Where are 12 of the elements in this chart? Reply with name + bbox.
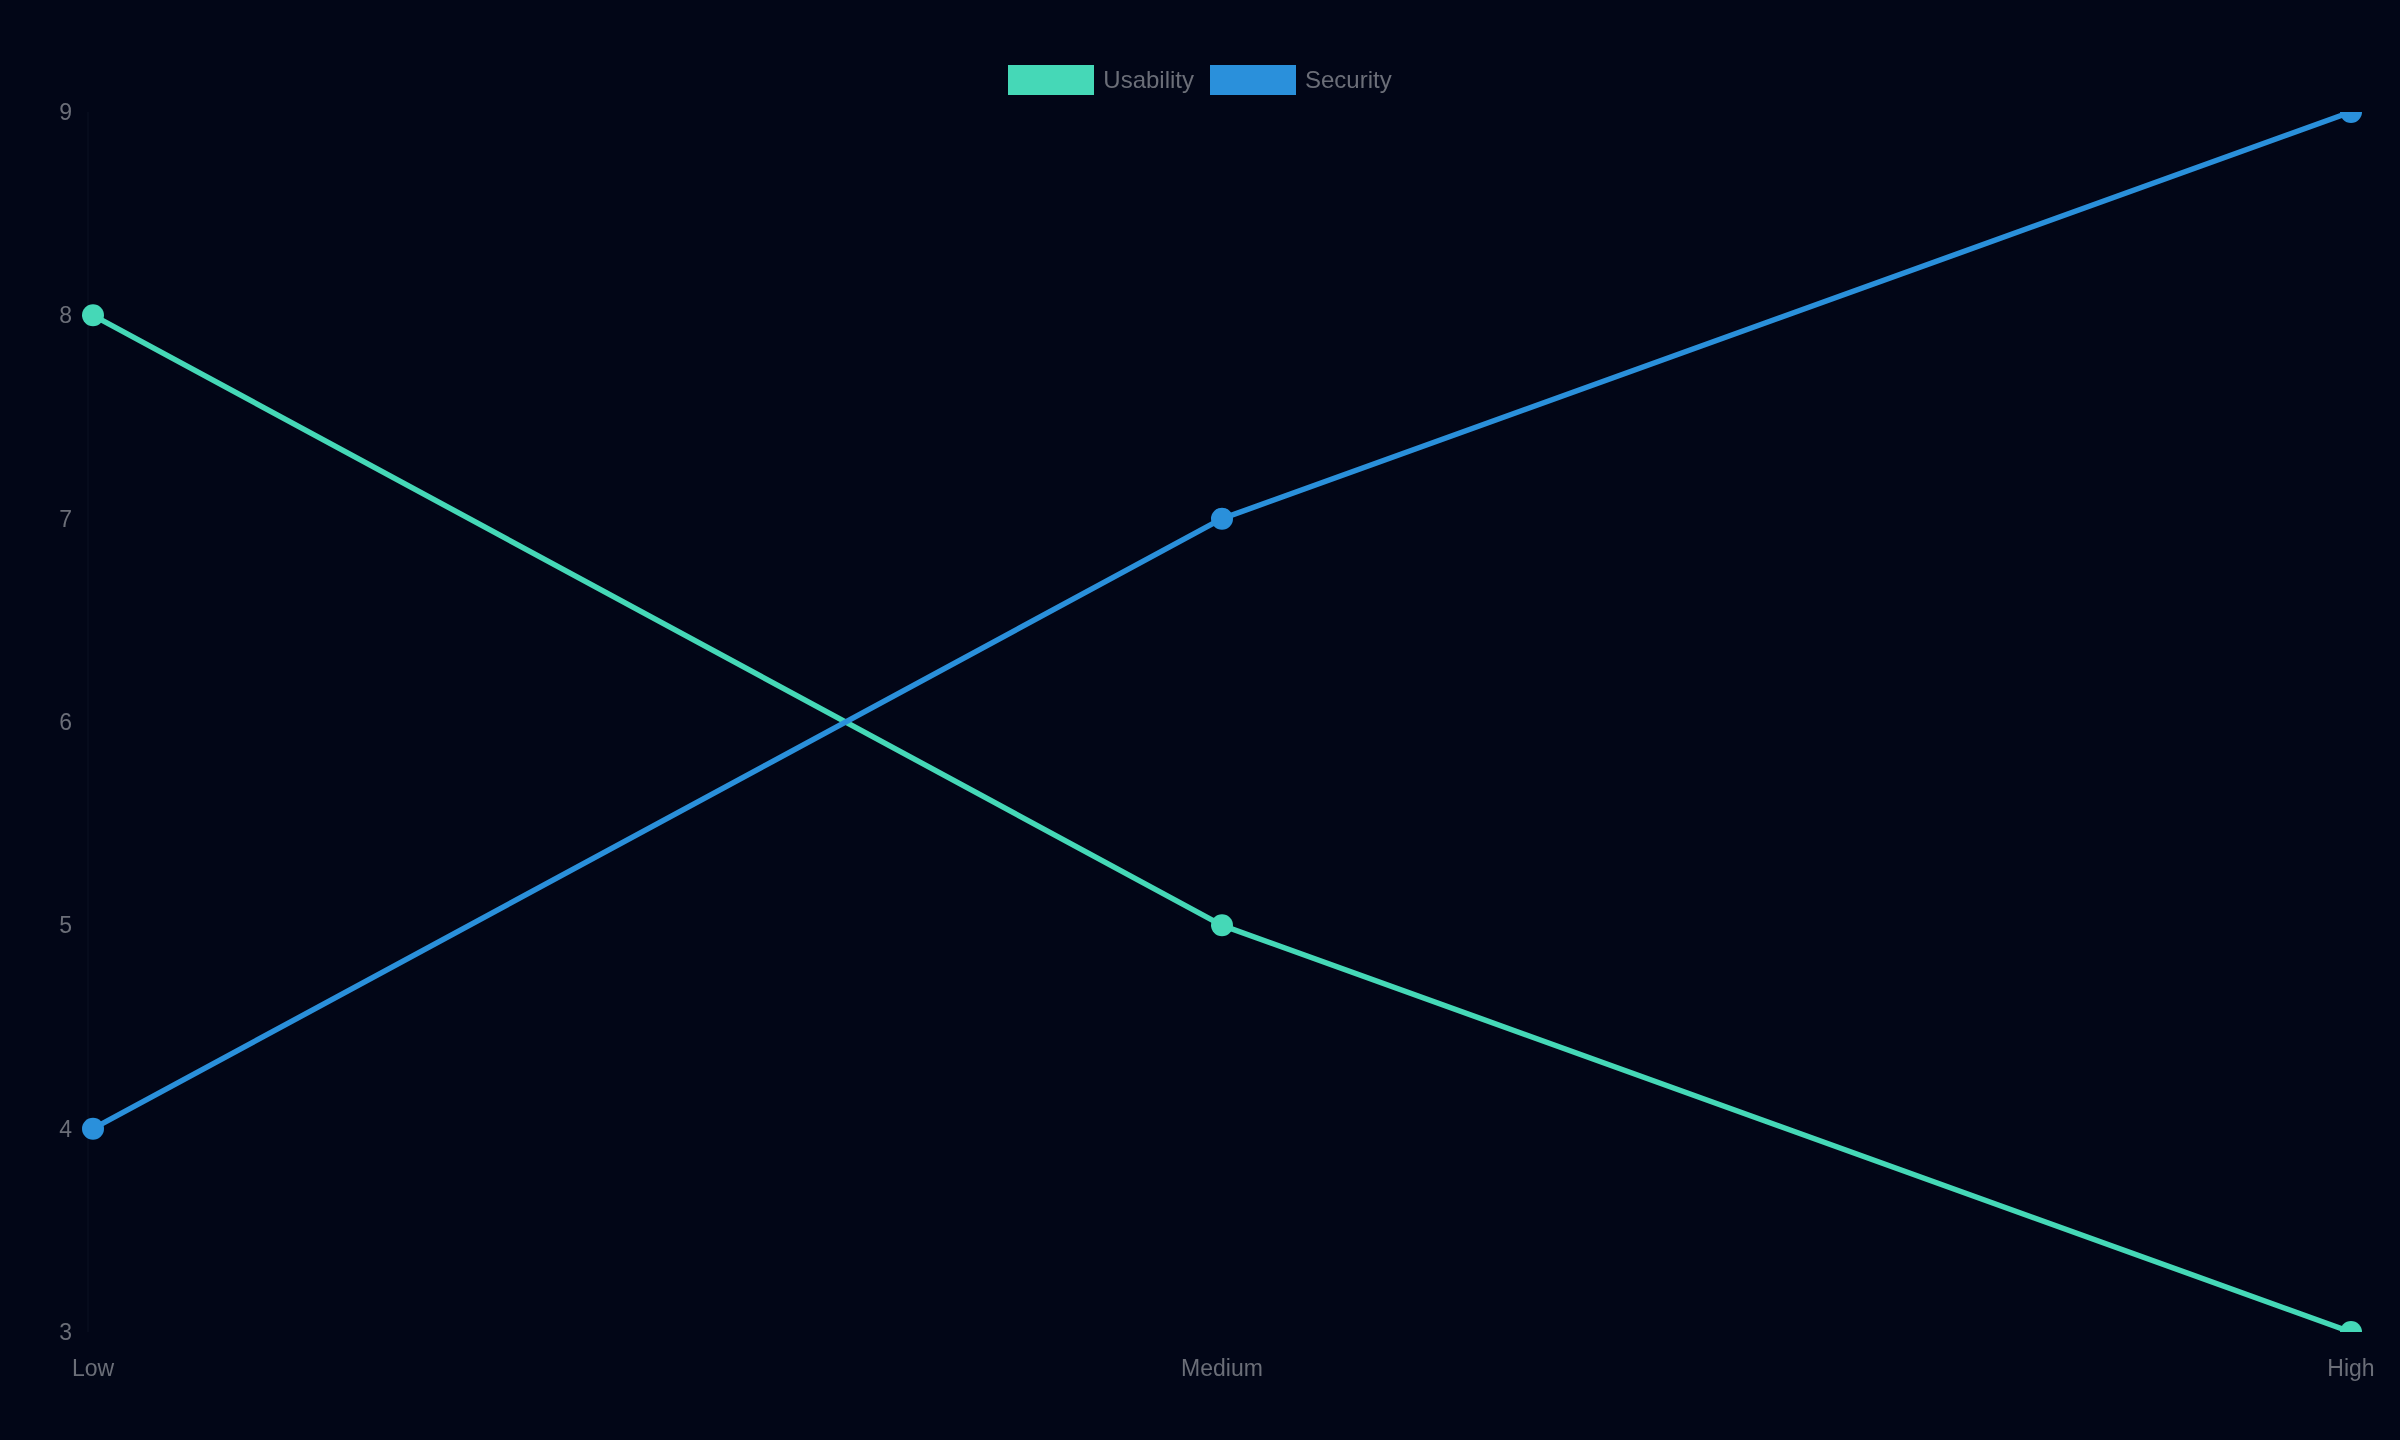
x-tick-label: High	[2327, 1355, 2375, 1382]
legend-label: Usability	[1103, 66, 1194, 94]
y-tick-label: 6	[59, 709, 72, 736]
x-tick-label: Medium	[1181, 1355, 1263, 1382]
legend-label: Security	[1305, 66, 1392, 94]
x-tick-label: Low	[71, 1355, 115, 1382]
y-tick-label: 3	[59, 1319, 72, 1346]
y-tick-label: 7	[59, 505, 72, 532]
y-tick-label: 5	[59, 912, 72, 939]
y-tick-label: 8	[59, 302, 72, 329]
y-tick-label: 9	[59, 99, 72, 126]
y-tick-label: 4	[59, 1115, 73, 1142]
